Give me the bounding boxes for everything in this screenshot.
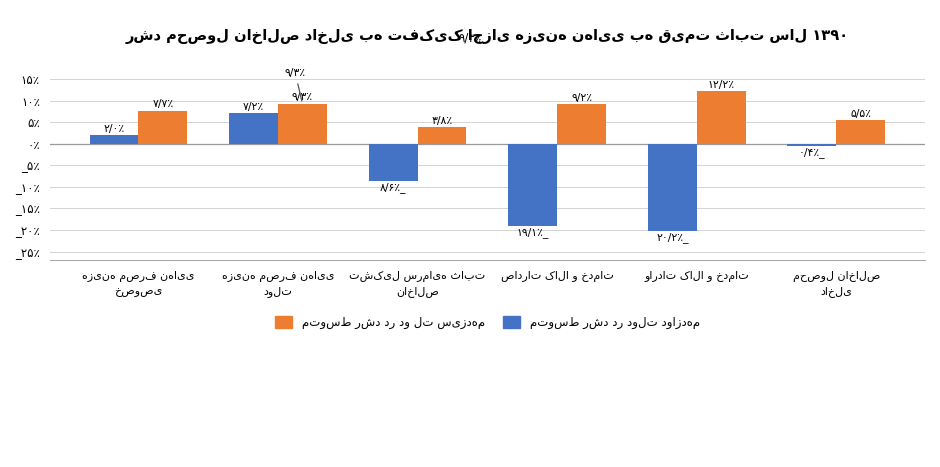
Bar: [278, 104, 327, 144]
Text: ۹/۳٪: ۹/۳٪: [292, 92, 313, 102]
Bar: [557, 104, 606, 144]
Text: ۵/۵٪: ۵/۵٪: [851, 109, 871, 119]
Bar: [509, 144, 557, 226]
Title: رشد محصول ناخالص داخلی به تفکیک اجزای هزینه نهایی به قیمت ثابت سال ۱۳۹۰: رشد محصول ناخالص داخلی به تفکیک اجزای هز…: [126, 29, 849, 44]
Text: ۲/۰٪: ۲/۰٪: [103, 124, 124, 134]
Text: ۸/۶٪_: ۸/۶٪_: [380, 182, 406, 193]
Bar: [697, 91, 745, 144]
Bar: [368, 144, 417, 181]
Text: ۹/۳٪: ۹/۳٪: [285, 68, 306, 101]
Text: ۹/۳٪: ۹/۳٪: [459, 31, 481, 44]
Text: ۱۲/۲٪: ۱۲/۲٪: [708, 80, 735, 90]
Bar: [837, 120, 885, 144]
Text: ۰/۴٪_: ۰/۴٪_: [799, 147, 825, 158]
Bar: [788, 144, 837, 146]
Bar: [417, 127, 466, 144]
Text: ۷/۷٪: ۷/۷٪: [152, 99, 173, 109]
Legend: متوسط رشد در دو لت سیزدهم, متوسط رشد در دولت دوازدهم: متوسط رشد در دو لت سیزدهم, متوسط رشد در …: [270, 311, 705, 334]
Bar: [138, 111, 187, 144]
Text: ۷/۲٪: ۷/۲٪: [243, 101, 264, 112]
Text: ۳/۸٪: ۳/۸٪: [431, 116, 452, 126]
Text: ۲۰/۲٪_: ۲۰/۲٪_: [656, 232, 689, 243]
Bar: [229, 113, 278, 144]
Text: ۱۹/۱٪_: ۱۹/۱٪_: [517, 227, 549, 238]
Bar: [89, 135, 138, 144]
Text: ۹/۲٪: ۹/۲٪: [572, 93, 592, 103]
Bar: [648, 144, 697, 231]
